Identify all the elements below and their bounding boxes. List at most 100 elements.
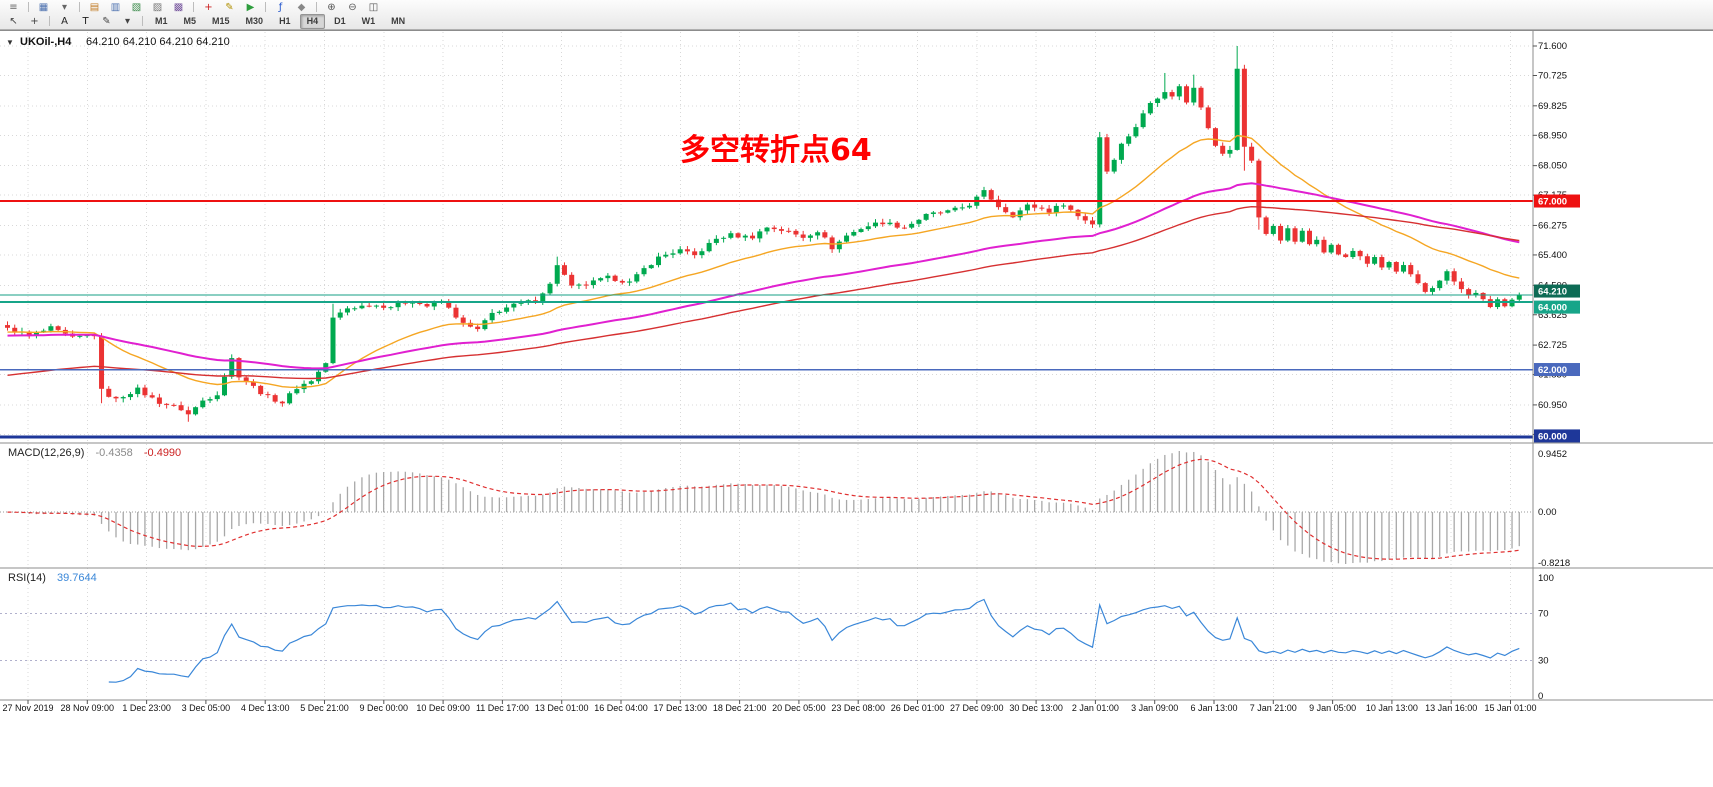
macd-scale-label: 0.9452	[1538, 449, 1567, 460]
time-axis-label: 11 Dec 17:00	[476, 703, 529, 713]
time-axis-label: 20 Dec 05:00	[772, 703, 826, 713]
toolbar-row-tools: ↖ + A T ✎ ▾ M1 M5 M15 M30 H1 H4 D1 W1 MN	[0, 13, 1713, 29]
chart-title-symbol: UKOil-,H4	[20, 36, 72, 48]
panel-separators	[0, 30, 1713, 701]
timeframe-h1[interactable]: H1	[279, 15, 291, 26]
time-axis-label: 15 Jan 01:00	[1484, 703, 1536, 713]
market-watch-icon[interactable]: ▤	[89, 1, 100, 13]
price-tick-label: 66.275	[1538, 220, 1567, 231]
time-axis-label: 18 Dec 21:00	[713, 703, 767, 713]
time-axis[interactable]: 27 Nov 2019 28 Nov 09:00 1 Dec 23:00 3 Dec …	[2, 700, 1537, 713]
time-axis-label: 2 Jan 01:00	[1072, 703, 1119, 713]
price-tick-label: 63.625	[1538, 310, 1567, 321]
time-axis-label: 28 Nov 09:00	[61, 703, 115, 713]
timeframe-m5[interactable]: M5	[183, 15, 197, 26]
macd-scale-label: -0.8218	[1538, 558, 1570, 569]
chart-area[interactable]: 71.60070.72569.82568.95068.05067.17566.2…	[0, 30, 1713, 782]
time-axis-label: 3 Dec 05:00	[182, 703, 231, 713]
price-tick-label: 68.950	[1538, 130, 1567, 141]
rsi-label: RSI(14) 39.7644	[8, 572, 97, 584]
rsi-scale-label: 100	[1538, 573, 1554, 584]
macd-label-main-value: -0.4358	[95, 447, 132, 459]
rsi-label-value: 39.7644	[57, 572, 97, 584]
text-tool-button[interactable]: A	[61, 15, 68, 27]
chart-text-overlay: ▼ UKOil-,H4 64.210 64.210 64.210 64.210 …	[6, 36, 872, 584]
price-tick-label: 62.725	[1538, 340, 1567, 351]
time-axis-label: 26 Dec 01:00	[891, 703, 945, 713]
timeframe-mn[interactable]: MN	[391, 15, 406, 26]
time-axis-label: 23 Dec 08:00	[831, 703, 885, 713]
toolbar-separator	[142, 16, 143, 26]
objects-list-icon[interactable]: ◆	[297, 1, 306, 13]
timeframe-m15[interactable]: M15	[212, 15, 230, 26]
time-axis-label: 6 Jan 13:00	[1190, 703, 1237, 713]
strategy-tester-icon[interactable]: ▩	[173, 1, 184, 13]
text-label-tool-button[interactable]: T	[82, 15, 89, 27]
time-axis-label: 9 Jan 05:00	[1309, 703, 1356, 713]
timeframe-m30[interactable]: M30	[245, 15, 264, 26]
toolbar-separator	[193, 2, 194, 12]
horizontal-lines-layer[interactable]	[0, 200, 1533, 439]
time-axis-label: 3 Jan 09:00	[1131, 703, 1178, 713]
new-chart-icon[interactable]: ▦	[38, 1, 49, 13]
terminal-icon[interactable]: ▨	[152, 1, 163, 13]
zoom-out-icon[interactable]: ⊖	[348, 1, 357, 13]
chart-collapse-icon[interactable]: ▼	[6, 38, 14, 47]
price-tick-label: 60.950	[1538, 400, 1567, 411]
timeframe-w1[interactable]: W1	[361, 15, 376, 26]
chart-title-ohlc: 64.210 64.210 64.210 64.210	[86, 36, 230, 48]
timeframe-h4[interactable]: H4	[299, 13, 326, 29]
crosshair-icon[interactable]: +	[30, 15, 39, 27]
current-price-line-tag	[1534, 284, 1580, 298]
zoom-in-icon[interactable]: ⊕	[327, 1, 336, 13]
metaeditor-icon[interactable]: ✎	[225, 1, 234, 13]
toolbar-row-main: ≡ ▦ ▾ ▤ ▥ ▧ ▨ ▩ + ✎ ▶ ƒ ◆ ⊕ ⊖ ◫	[0, 0, 1713, 14]
profiles-dropdown-icon[interactable]: ▾	[61, 1, 68, 13]
toolbar: ≡ ▦ ▾ ▤ ▥ ▧ ▨ ▩ + ✎ ▶ ƒ ◆ ⊕ ⊖ ◫ ↖ + A T ✎ ▾ M1 M5 M15 M30 H1 H4 D1 W…	[0, 0, 1713, 30]
time-axis-label: 27 Nov 2019	[2, 703, 53, 713]
draw-tools-dropdown-icon[interactable]: ▾	[124, 15, 131, 27]
cursor-icon[interactable]: ↖	[9, 15, 18, 27]
timeframe-m1[interactable]: M1	[155, 15, 168, 26]
rsi-line	[108, 598, 1520, 683]
price-tick-label: 69.825	[1538, 101, 1567, 112]
timeframe-d1[interactable]: D1	[334, 15, 346, 26]
navigator-icon[interactable]: ▧	[131, 1, 142, 13]
menu-icon[interactable]: ≡	[9, 1, 18, 13]
ma-mid-magenta	[7, 182, 1520, 370]
time-axis-label: 30 Dec 13:00	[1009, 703, 1063, 713]
support-line-62-tag	[1534, 363, 1580, 377]
ma-fast-orange	[7, 134, 1520, 389]
price-scale[interactable]: 71.60070.72569.82568.95068.05067.17566.2…	[1533, 41, 1580, 702]
time-axis-label: 10 Jan 13:00	[1366, 703, 1418, 713]
data-window-icon[interactable]: ▥	[110, 1, 121, 13]
new-order-icon[interactable]: +	[204, 1, 213, 13]
macd-layer	[0, 451, 1533, 564]
price-tick-label: 70.725	[1538, 70, 1567, 81]
price-tick-label: 71.600	[1538, 41, 1567, 52]
current-price-line-tag-label: 64.210	[1538, 287, 1567, 298]
macd-signal-line	[7, 458, 1520, 560]
time-axis-label: 7 Jan 21:00	[1250, 703, 1297, 713]
support-line-60-tag-label: 60.000	[1538, 431, 1567, 442]
resistance-line-67-tag	[1534, 194, 1580, 208]
add-indicator-icon[interactable]: ƒ	[278, 1, 283, 13]
macd-label: MACD(12,26,9) -0.4358 -0.4990	[8, 447, 181, 459]
annotation-text[interactable]: 多空转折点64	[680, 133, 872, 168]
time-axis-label: 5 Dec 21:00	[300, 703, 349, 713]
price-tick-label: 68.050	[1538, 161, 1567, 172]
time-axis-label: 1 Dec 23:00	[122, 703, 171, 713]
toolbar-separator	[79, 2, 80, 12]
pivot-line-64-tag	[1534, 300, 1580, 314]
toolbar-separator	[28, 2, 29, 12]
time-axis-label: 27 Dec 09:00	[950, 703, 1004, 713]
pivot-line-64-tag-label: 64.000	[1538, 303, 1567, 314]
draw-tools-icon[interactable]: ✎	[102, 15, 111, 27]
support-line-62-tag-label: 62.000	[1538, 365, 1567, 376]
time-axis-label: 4 Dec 13:00	[241, 703, 290, 713]
time-axis-label: 9 Dec 00:00	[360, 703, 409, 713]
tile-windows-icon[interactable]: ◫	[368, 1, 379, 13]
resistance-line-67-tag-label: 67.000	[1538, 197, 1567, 208]
rsi-scale-label: 0	[1538, 691, 1543, 702]
autotrading-icon[interactable]: ▶	[246, 1, 255, 13]
